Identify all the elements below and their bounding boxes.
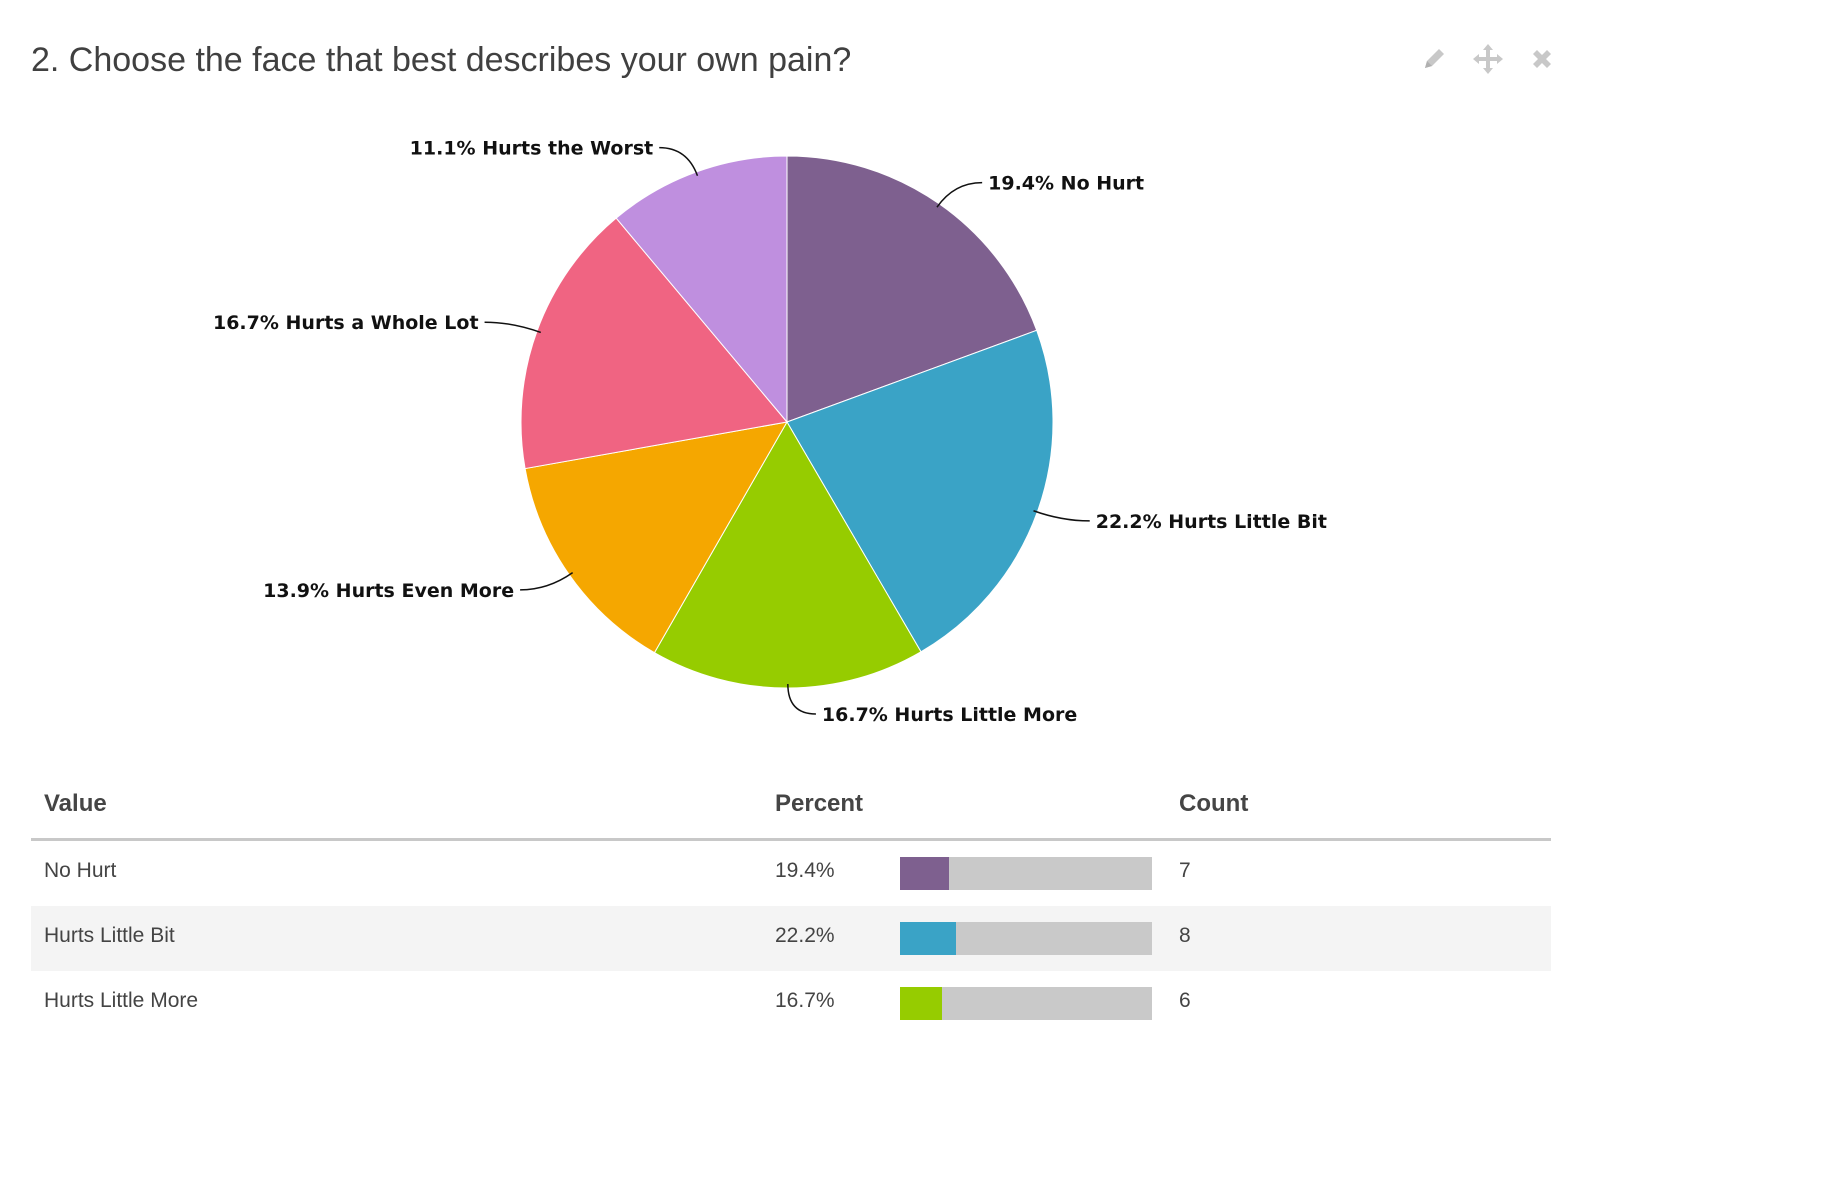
table-body: No Hurt 19.4% 7 Hurts Little Bit 22.2% 8 Hurts…	[31, 841, 1551, 1036]
close-button[interactable]	[1525, 42, 1559, 76]
close-icon	[1533, 50, 1551, 68]
results-table: Value Percent Count No Hurt 19.4% 7 Hurts L…	[31, 776, 1551, 1036]
row-value: Hurts Little Bit	[44, 924, 175, 947]
pie-label-no-hurt: 19.4% No Hurt	[988, 173, 1144, 195]
row-value: Hurts Little More	[44, 989, 199, 1012]
pencil-icon	[1425, 49, 1444, 68]
pie-chart-svg: 19.4% No Hurt 22.2% Hurts Little Bit 16.7%…	[213, 138, 1327, 726]
percent-bar-fill	[900, 987, 943, 1020]
row-count: 6	[1179, 989, 1191, 1012]
column-header-percent[interactable]: Percent	[775, 790, 864, 817]
pie-label-hurts-little-bit: 22.2% Hurts Little Bit	[1096, 511, 1327, 533]
percent-bar	[900, 987, 1152, 1020]
percent-bar-fill	[900, 922, 956, 955]
table-header: Value Percent Count	[31, 776, 1551, 841]
pie-label-hurts-the-worst: 11.1% Hurts the Worst	[410, 138, 654, 160]
edit-button[interactable]	[1417, 42, 1451, 76]
row-count: 8	[1179, 924, 1191, 947]
label-connector-hurts-the-worst	[659, 146, 699, 177]
pie-chart: 19.4% No Hurt 22.2% Hurts Little Bit 16.7%…	[0, 100, 1560, 760]
table-row: Hurts Little Bit 22.2% 8	[31, 906, 1551, 971]
percent-bar-fill	[900, 857, 949, 890]
question-header: 2. Choose the face that best describes y…	[31, 34, 1551, 94]
move-icon	[1473, 44, 1503, 74]
row-percent: 19.4%	[775, 859, 835, 882]
row-value: No Hurt	[44, 859, 117, 882]
label-connector-hurts-little-more	[787, 683, 816, 715]
question-title: 2. Choose the face that best describes y…	[31, 41, 852, 79]
table-row: Hurts Little More 16.7% 6	[31, 971, 1551, 1036]
pie-label-hurts-even-more: 13.9% Hurts Even More	[263, 580, 514, 602]
row-count: 7	[1179, 859, 1191, 882]
percent-bar	[900, 922, 1152, 955]
label-connector-no-hurt	[936, 181, 983, 208]
move-button[interactable]	[1471, 42, 1505, 76]
label-connector-hurts-little-bit	[1033, 510, 1090, 522]
percent-bar	[900, 857, 1152, 890]
pie-label-hurts-little-more: 16.7% Hurts Little More	[822, 704, 1077, 726]
pie-label-hurts-a-whole-lot: 16.7% Hurts a Whole Lot	[213, 312, 479, 334]
question-toolbar	[1417, 42, 1559, 76]
label-connector-hurts-even-more	[520, 572, 574, 591]
table-row: No Hurt 19.4% 7	[31, 841, 1551, 906]
column-header-value[interactable]: Value	[44, 790, 107, 817]
column-header-count[interactable]: Count	[1179, 790, 1249, 817]
row-percent: 16.7%	[775, 989, 835, 1012]
label-connector-hurts-a-whole-lot	[484, 321, 542, 334]
row-percent: 22.2%	[775, 924, 835, 947]
